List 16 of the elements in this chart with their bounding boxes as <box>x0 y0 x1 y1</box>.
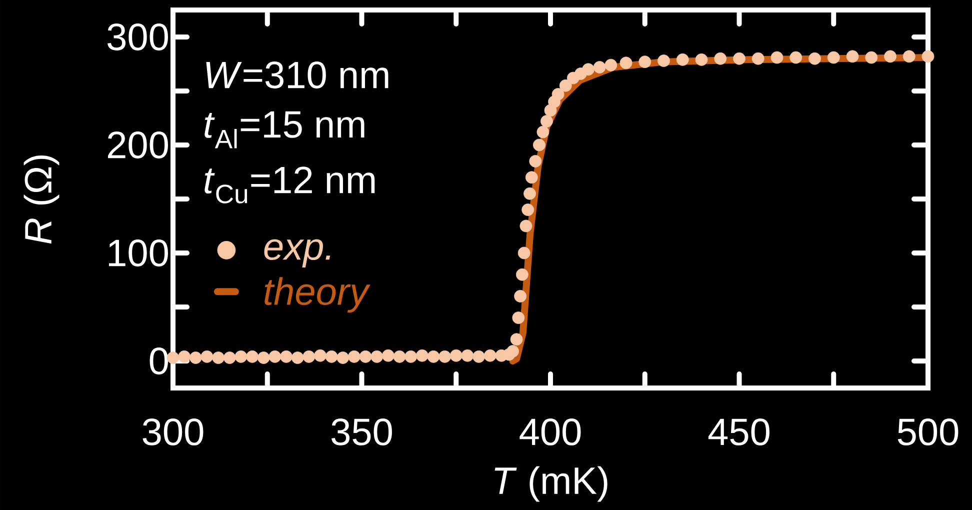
annotation: t$_{Al}$=15 nm <box>204 111 364 148</box>
y-tick-label: 0 <box>150 348 168 374</box>
x-tick-label: 400 <box>520 418 581 446</box>
legend-label: theory <box>264 277 370 313</box>
annotation: t$_{Cu}$=12 nm <box>204 166 375 204</box>
annotation: W=310 nm <box>206 62 388 88</box>
x-tick-label: 500 <box>898 418 958 446</box>
x-tick-label: 300 <box>142 418 204 446</box>
y-tick-label: 300 <box>108 24 168 50</box>
x-tick-label: 450 <box>708 418 770 446</box>
legend-label: exp. <box>264 239 330 268</box>
x-axis-title: T (mK) <box>494 466 608 502</box>
x-tick-label: 350 <box>331 418 392 446</box>
y-axis-title: R (Ω) <box>24 155 60 244</box>
y-tick-label: 200 <box>108 132 168 158</box>
y-tick-label: 100 <box>108 240 168 266</box>
